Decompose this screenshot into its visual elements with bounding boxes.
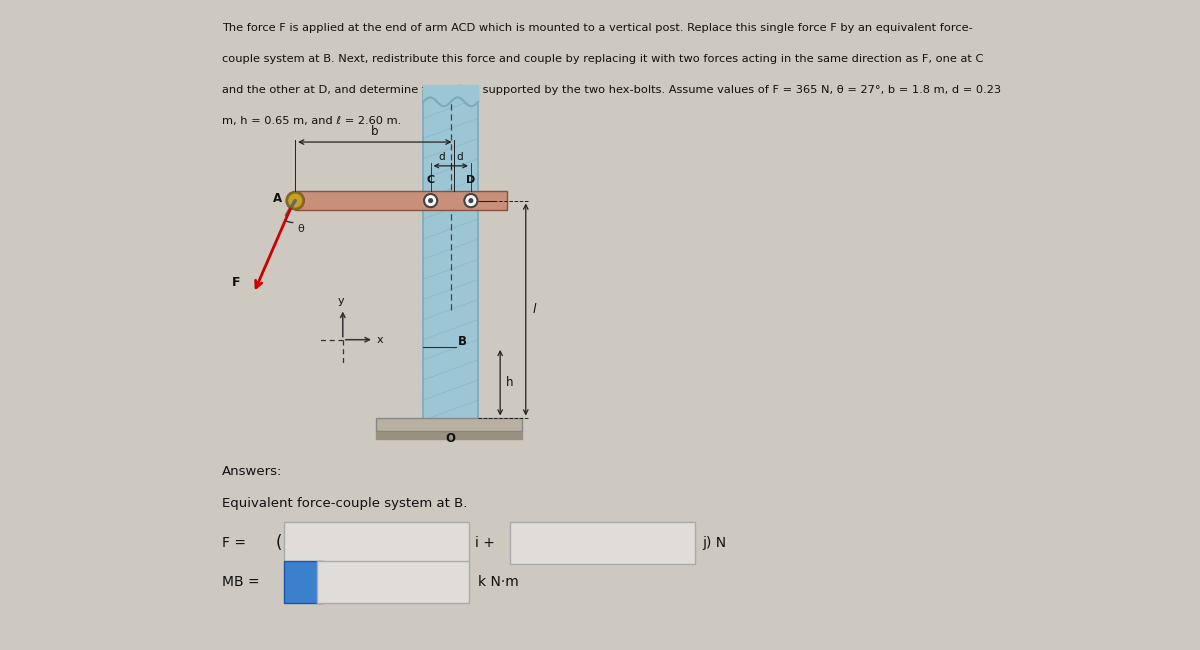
Text: l: l	[533, 303, 536, 316]
Polygon shape	[376, 419, 522, 431]
Text: 0.908: 0.908	[332, 575, 370, 588]
Text: -165.71: -165.71	[302, 536, 354, 549]
Text: F =: F =	[222, 536, 246, 550]
Polygon shape	[424, 91, 478, 420]
Text: and the other at D, and determine the forces supported by the two hex-bolts. Ass: and the other at D, and determine the fo…	[222, 85, 1001, 95]
Text: i +: i +	[475, 536, 496, 550]
Text: d: d	[456, 152, 463, 162]
Circle shape	[286, 192, 305, 210]
Circle shape	[287, 192, 304, 209]
Text: -325.22: -325.22	[528, 536, 580, 549]
Text: j) N: j) N	[702, 536, 726, 550]
Text: Equivalent force-couple system at B.: Equivalent force-couple system at B.	[222, 497, 467, 510]
Text: b: b	[371, 125, 378, 138]
Text: A: A	[274, 192, 282, 205]
Text: B: B	[458, 335, 467, 348]
FancyBboxPatch shape	[284, 522, 469, 564]
Text: θ: θ	[298, 224, 304, 235]
Text: m, h = 0.65 m, and ℓ = 2.60 m.: m, h = 0.65 m, and ℓ = 2.60 m.	[222, 116, 401, 126]
Text: y: y	[337, 296, 344, 306]
Text: d: d	[438, 152, 445, 162]
Text: O: O	[445, 432, 456, 445]
FancyBboxPatch shape	[317, 561, 469, 603]
Circle shape	[424, 194, 437, 207]
Text: The force F is applied at the end of arm ACD which is mounted to a vertical post: The force F is applied at the end of arm…	[222, 23, 973, 32]
Circle shape	[468, 198, 474, 203]
FancyBboxPatch shape	[284, 561, 323, 603]
Text: D: D	[467, 176, 475, 185]
Text: k N·m: k N·m	[478, 575, 518, 589]
Text: MB =: MB =	[222, 575, 259, 589]
FancyBboxPatch shape	[510, 522, 695, 564]
Text: couple system at B. Next, redistribute this force and couple by replacing it wit: couple system at B. Next, redistribute t…	[222, 54, 983, 64]
Text: i: i	[301, 575, 306, 588]
Circle shape	[428, 198, 433, 203]
Text: (: (	[276, 534, 282, 552]
Text: x: x	[377, 335, 383, 344]
Text: Answers:: Answers:	[222, 465, 282, 478]
Polygon shape	[295, 192, 508, 210]
Circle shape	[464, 194, 478, 207]
Text: C: C	[426, 176, 434, 185]
Text: F: F	[233, 276, 241, 289]
Text: h: h	[505, 376, 514, 389]
